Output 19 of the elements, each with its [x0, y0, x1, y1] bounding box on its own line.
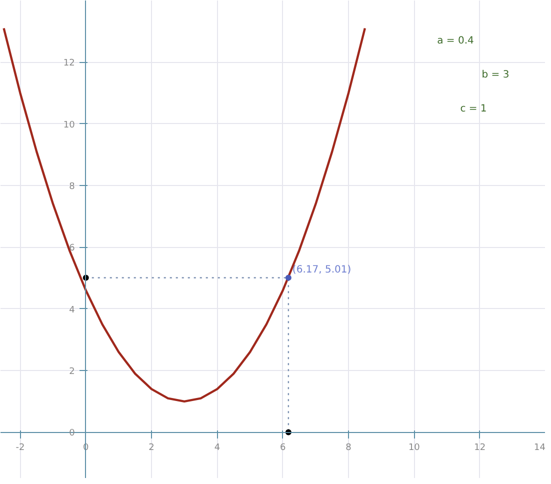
x-tick-label: -2 — [16, 443, 25, 454]
annotation: c = 1 — [460, 104, 487, 114]
annotation: b = 3 — [482, 70, 510, 80]
y-tick-label: 6 — [69, 244, 76, 254]
annotation: a = 0.4 — [437, 36, 474, 46]
y-tick-label: 2 — [69, 367, 75, 378]
x-tick-label: 4 — [214, 443, 220, 454]
x-tick-label: 2 — [148, 443, 154, 454]
x-tick-label: 10 — [408, 443, 420, 454]
y-tick-label: 12 — [63, 58, 75, 69]
x-tick-label: 14 — [534, 443, 546, 454]
y-tick-label: 8 — [69, 182, 76, 192]
y-tick-label: 10 — [63, 120, 76, 130]
x-tick-label: 8 — [346, 443, 352, 454]
x-tick-label: 12 — [474, 443, 486, 454]
annotation: (6.17, 5.01) — [292, 264, 352, 276]
line-series — [2, 27, 366, 403]
y-tick-label: 4 — [69, 305, 76, 316]
x-tick-label: 6 — [280, 443, 286, 454]
